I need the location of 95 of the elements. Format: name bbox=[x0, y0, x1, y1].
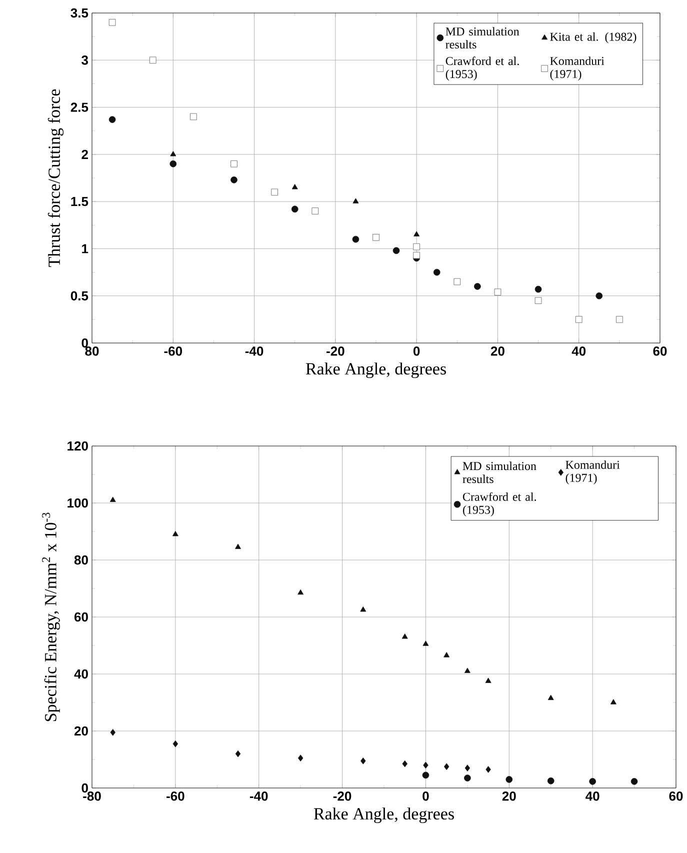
point bbox=[534, 286, 542, 293]
point bbox=[589, 778, 596, 785]
point bbox=[630, 778, 638, 785]
y-tick-label: 100 bbox=[68, 498, 88, 508]
point bbox=[108, 19, 116, 26]
y-tick-label: 80 bbox=[74, 555, 88, 565]
y-axis-title: Thrust force/Cutting force bbox=[48, 89, 64, 267]
point bbox=[352, 198, 359, 204]
legend-label: MD simulation results bbox=[462, 462, 536, 484]
point bbox=[172, 530, 178, 536]
x-tick-label: 0 bbox=[413, 346, 420, 356]
x-tick-label: -60 bbox=[166, 792, 184, 801]
x-tick-label: -40 bbox=[245, 346, 264, 356]
y-tick-label: 3.5 bbox=[70, 8, 88, 18]
y-tick-label: 2.5 bbox=[70, 102, 88, 112]
point bbox=[352, 236, 360, 243]
point bbox=[312, 208, 319, 214]
point bbox=[444, 652, 450, 658]
point bbox=[402, 634, 408, 639]
y-tick-label: 0.5 bbox=[70, 291, 88, 300]
point bbox=[235, 750, 241, 758]
point bbox=[548, 694, 554, 700]
point bbox=[422, 640, 429, 646]
point bbox=[474, 283, 481, 290]
point bbox=[596, 292, 603, 300]
point bbox=[433, 268, 440, 276]
legend-label: Crawford et al. (1953) bbox=[462, 492, 536, 516]
legend-label: Kita et al. (1982) bbox=[550, 32, 636, 44]
point bbox=[230, 160, 238, 168]
y-tick-label: 3 bbox=[82, 56, 88, 65]
point bbox=[506, 776, 513, 783]
y-tick-label: 120 bbox=[68, 441, 88, 451]
point bbox=[190, 113, 197, 120]
x-tick-label: 0 bbox=[422, 792, 429, 801]
point bbox=[610, 699, 616, 704]
point bbox=[486, 766, 491, 773]
y-tick-label: 0 bbox=[82, 338, 88, 348]
point bbox=[170, 151, 176, 156]
x-tick-label: 60 bbox=[653, 346, 667, 356]
point bbox=[292, 184, 298, 190]
legend-label: Crawford et al. (1953) bbox=[446, 56, 519, 81]
y-tick-label: 0 bbox=[82, 783, 88, 793]
point bbox=[402, 760, 408, 768]
point bbox=[444, 763, 450, 770]
point bbox=[170, 160, 177, 168]
point bbox=[360, 606, 366, 612]
point bbox=[298, 589, 304, 595]
y-tick-label: 40 bbox=[74, 669, 88, 679]
point bbox=[485, 678, 492, 683]
y-tick-label: 2 bbox=[82, 150, 88, 159]
point bbox=[464, 668, 470, 673]
point bbox=[464, 774, 471, 782]
point bbox=[149, 56, 156, 64]
point bbox=[494, 288, 502, 296]
point bbox=[414, 231, 420, 236]
x-tick-label: 60 bbox=[669, 792, 683, 801]
point bbox=[616, 316, 623, 323]
x-tick-label: -60 bbox=[164, 346, 182, 356]
point bbox=[235, 544, 241, 549]
point bbox=[464, 764, 470, 772]
x-tick-label: -20 bbox=[326, 346, 344, 356]
legend-label: Komanduri (1971) bbox=[566, 460, 620, 484]
x-tick-label: 20 bbox=[502, 792, 516, 801]
point bbox=[372, 234, 380, 241]
point bbox=[172, 740, 178, 748]
y-axis-title: Specific Energy, N/mm$^{2}$ x 10$^{-3}$ bbox=[42, 512, 60, 722]
x-tick-label: -40 bbox=[250, 792, 268, 801]
point bbox=[108, 116, 116, 123]
point bbox=[547, 777, 554, 784]
x-tick-label: 40 bbox=[586, 792, 600, 801]
x-tick-label: -20 bbox=[333, 792, 352, 801]
legend-label: MD simulation results bbox=[446, 27, 520, 49]
x-tick-label: 20 bbox=[490, 346, 504, 356]
y-tick-label: 1.5 bbox=[71, 197, 88, 206]
point bbox=[392, 247, 400, 254]
point bbox=[291, 206, 298, 213]
x-axis-title: Rake Angle, degrees bbox=[306, 362, 446, 378]
point bbox=[110, 729, 116, 736]
point bbox=[413, 252, 420, 259]
point bbox=[423, 762, 428, 769]
point bbox=[230, 176, 238, 184]
point bbox=[413, 243, 420, 250]
point bbox=[422, 772, 430, 779]
point bbox=[298, 754, 304, 762]
x-axis-title: Rake Angle, degrees bbox=[314, 808, 454, 824]
x-tick-label: 40 bbox=[572, 346, 586, 356]
point bbox=[110, 496, 116, 502]
y-tick-label: 20 bbox=[74, 726, 88, 736]
legend-label: Komanduri (1971) bbox=[550, 56, 604, 80]
point bbox=[575, 316, 582, 323]
point bbox=[454, 278, 461, 286]
y-tick-label: 1 bbox=[82, 244, 88, 254]
y-tick-label: 60 bbox=[74, 612, 88, 622]
point bbox=[360, 758, 366, 764]
x-tick-label: -80 bbox=[83, 792, 101, 801]
